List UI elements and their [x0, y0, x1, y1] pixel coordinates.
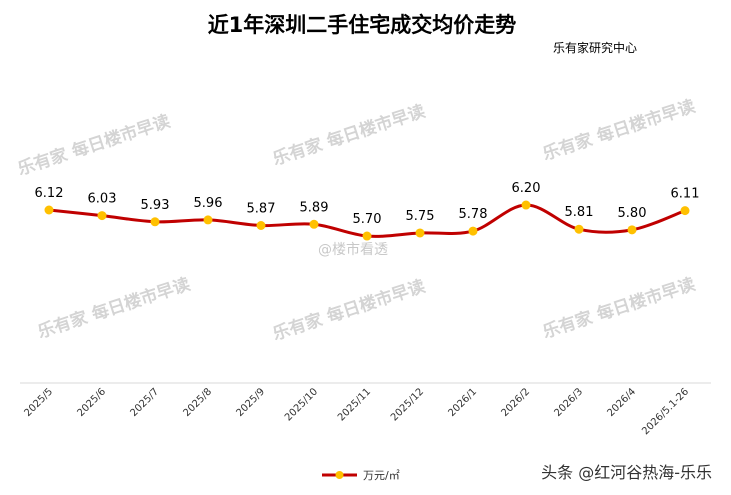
x-tick-label: 2025/5	[22, 386, 55, 419]
x-tick-label: 2025/9	[234, 386, 267, 419]
data-label: 5.81	[565, 205, 594, 220]
data-point	[521, 200, 531, 210]
x-tick-label: 2026/2	[499, 386, 532, 419]
data-point	[256, 221, 266, 230]
data-point	[44, 205, 54, 215]
data-point	[150, 217, 160, 227]
watermark-text: 乐有家 每日楼市早读	[540, 274, 698, 343]
data-point	[203, 215, 213, 225]
x-tick-label: 2025/10	[283, 386, 320, 423]
watermark-text: 乐有家 每日楼市早读	[270, 101, 428, 170]
watermark-text: 乐有家 每日楼市早读	[15, 111, 173, 180]
x-tick-label: 2025/11	[336, 386, 373, 423]
x-tick-label: 2025/7	[128, 386, 161, 419]
data-point	[574, 224, 584, 234]
data-point	[362, 231, 372, 241]
data-label: 5.87	[247, 202, 276, 217]
data-label: 6.11	[671, 187, 700, 202]
data-label: 6.20	[512, 181, 541, 196]
chart-source: 乐有家研究中心	[553, 40, 637, 55]
data-point	[415, 228, 425, 238]
data-label: 5.70	[353, 212, 382, 227]
x-tick-label: 2026/4	[605, 386, 638, 419]
watermark-text: 乐有家 每日楼市早读	[540, 96, 698, 165]
watermark-text: 乐有家 每日楼市早读	[35, 274, 193, 343]
data-label: 5.75	[406, 209, 435, 224]
watermark-text: 乐有家 每日楼市早读	[270, 276, 428, 345]
data-label: 6.12	[35, 186, 64, 201]
data-point	[680, 206, 690, 216]
data-point	[468, 226, 478, 236]
data-point	[97, 211, 107, 221]
legend-marker-swatch	[335, 471, 344, 479]
x-tick-label: 2026/3	[552, 386, 585, 419]
legend: 万元/㎡	[322, 469, 400, 482]
x-tick-label: 2025/12	[389, 386, 426, 423]
x-tick-label: 2026/5.1-26	[640, 386, 691, 437]
chart-title: 近1年深圳二手住宅成交均价走势	[208, 13, 517, 37]
x-tick-label: 2025/6	[75, 386, 108, 419]
footer-watermark: 头条 @红河谷热海-乐乐	[541, 463, 712, 482]
data-label: 5.80	[618, 206, 647, 221]
data-label: 5.78	[459, 207, 488, 222]
x-tick-labels: 2025/5 2025/6 2025/7 2025/8 2025/9 2025/10 202…	[22, 386, 691, 437]
data-label: 5.93	[141, 198, 170, 213]
weibo-watermark: @楼市看透	[318, 241, 388, 258]
data-marks: 6.12 6.03 5.93 5.96 5.87 5.89 5.70 5.75 5.78 6.20…	[35, 181, 700, 241]
x-tick-label: 2025/8	[181, 386, 214, 419]
legend-label: 万元/㎡	[363, 469, 400, 482]
x-tick-label: 2026/1	[446, 386, 479, 419]
data-point	[309, 219, 319, 229]
data-label: 6.03	[88, 192, 117, 207]
data-point	[627, 225, 637, 235]
data-label: 5.96	[194, 196, 223, 211]
data-label: 5.89	[300, 200, 329, 215]
